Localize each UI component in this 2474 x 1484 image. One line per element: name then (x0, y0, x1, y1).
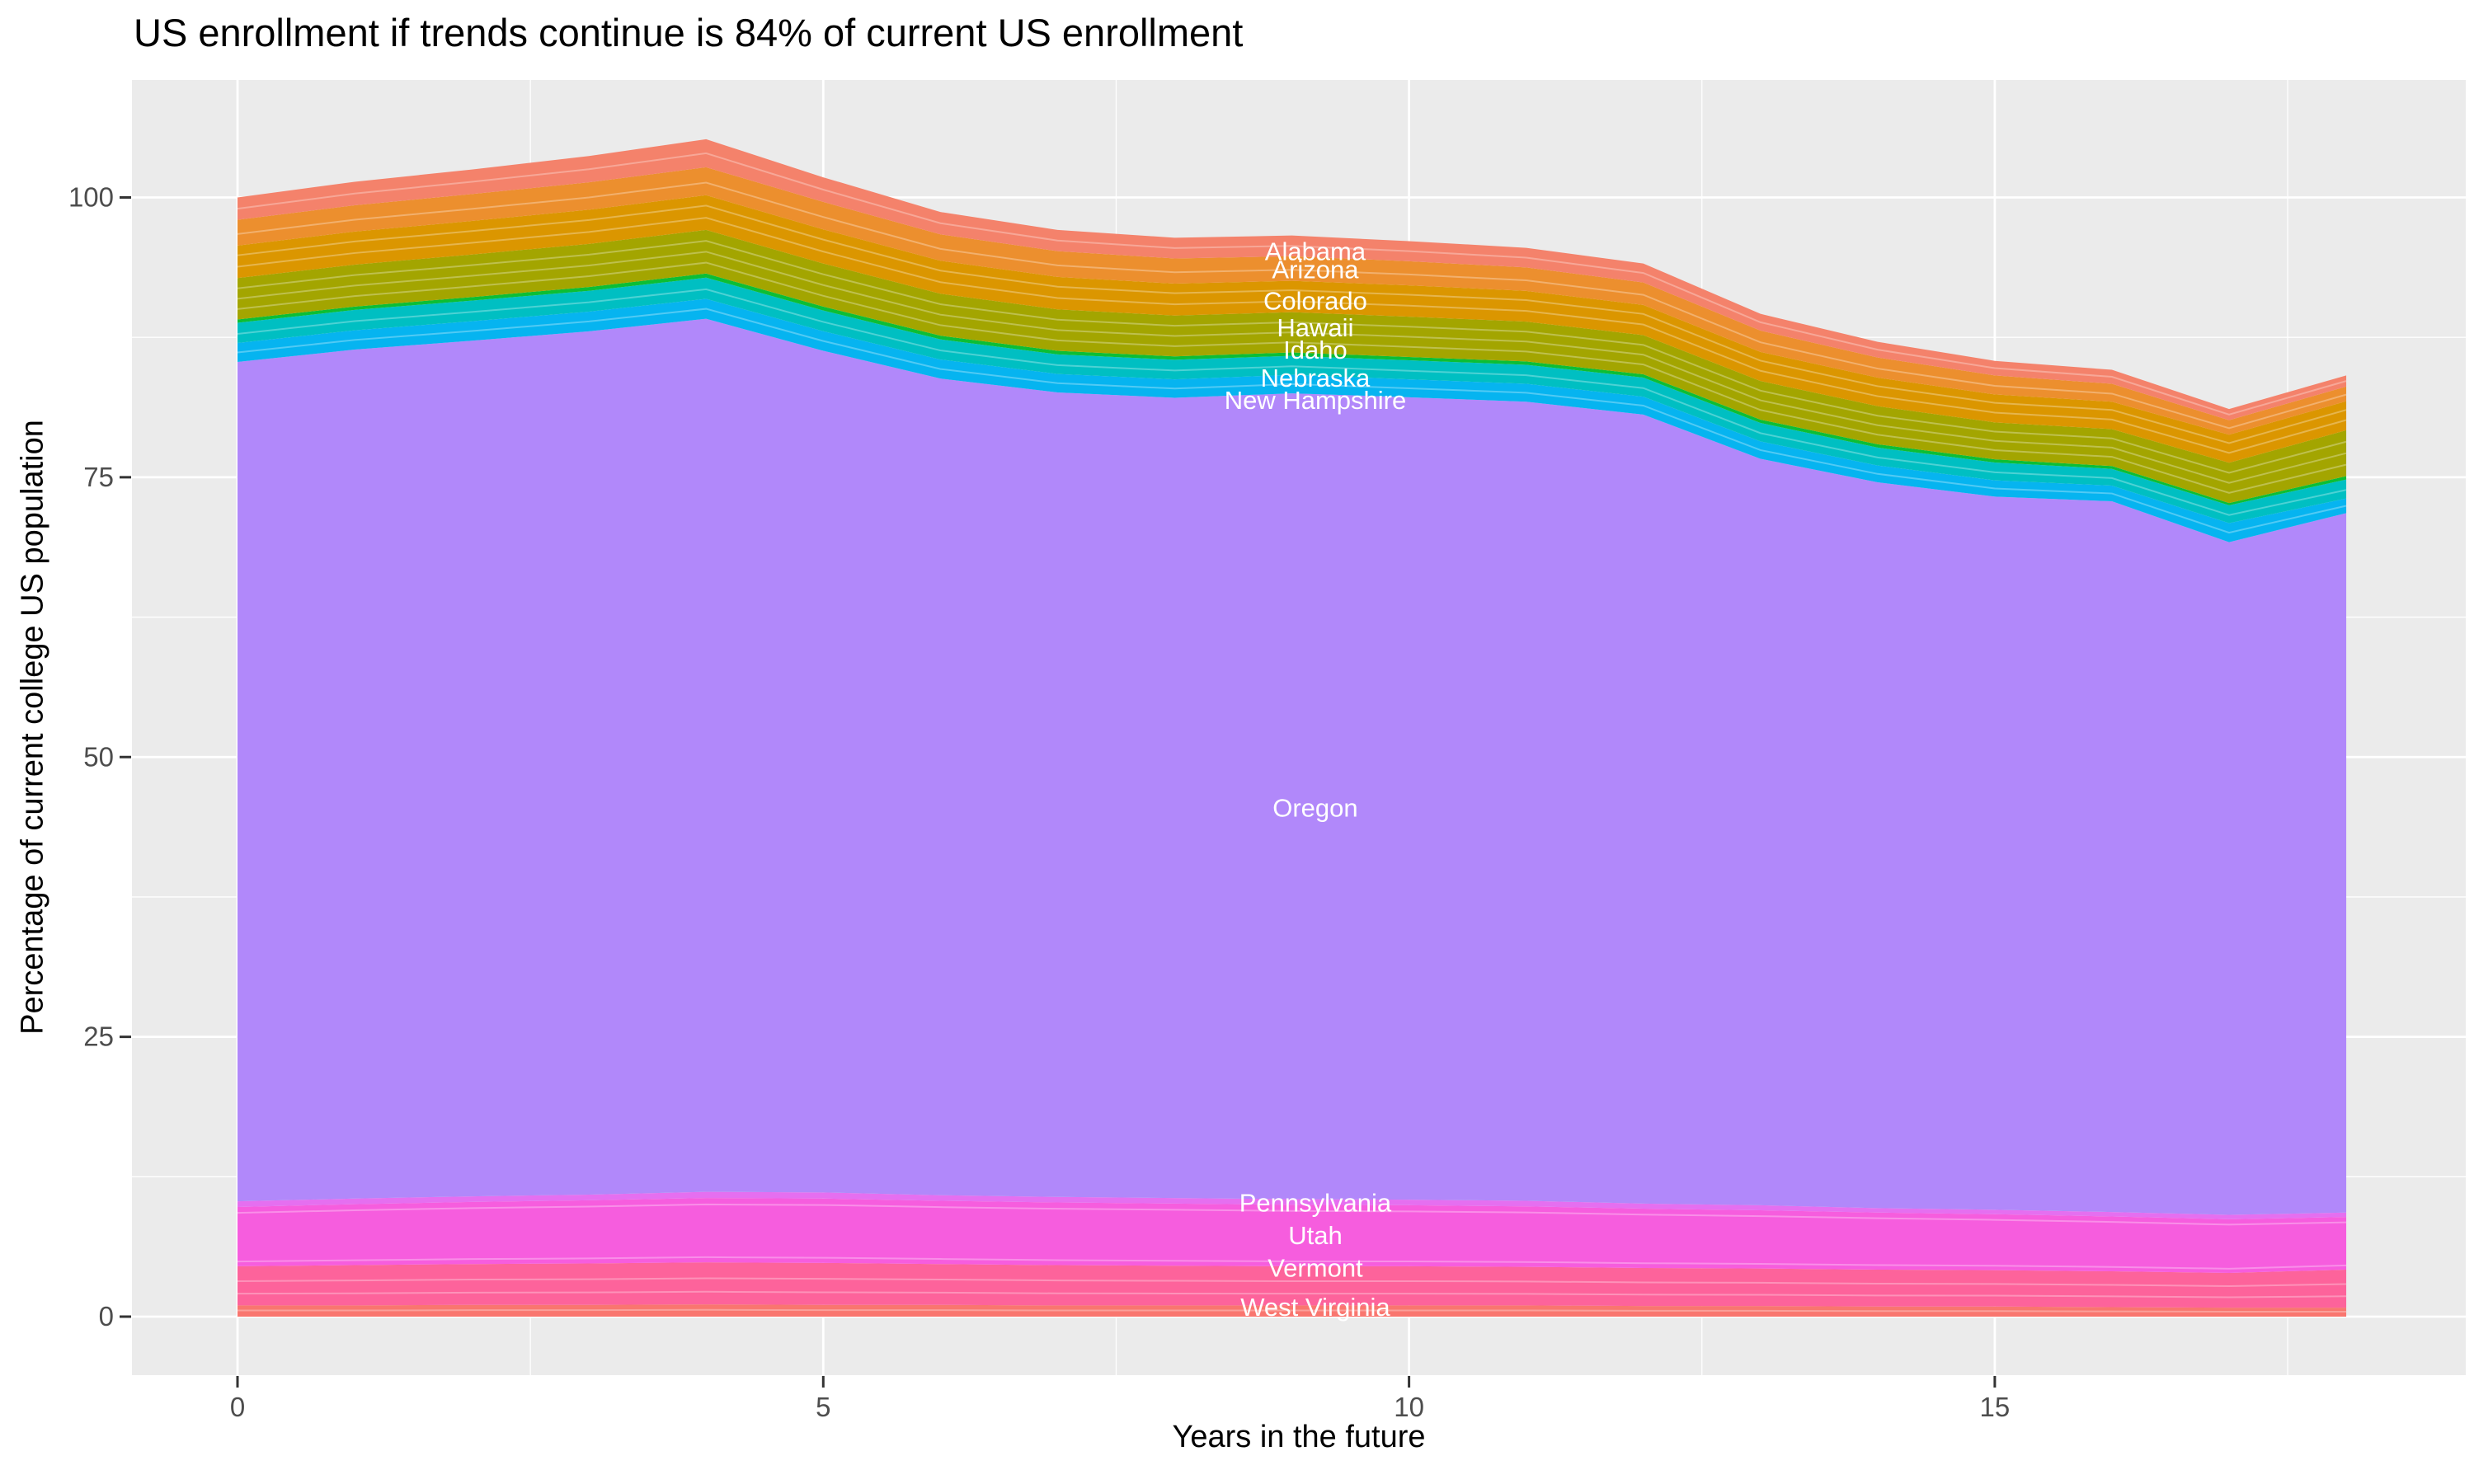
y-tick-label: 75 (83, 462, 114, 492)
band-label-oregon: Oregon (1272, 793, 1357, 822)
band-label-utah: Utah (1288, 1221, 1342, 1250)
sub-band-divider (237, 251, 2347, 484)
sub-band-divider (237, 240, 2347, 474)
area-band-hawaii (238, 229, 2347, 504)
band-label-pennsylvania: Pennsylvania (1239, 1189, 1392, 1218)
sub-band-divider (237, 1290, 2347, 1298)
area-band-arizona (238, 167, 2347, 435)
area-band-new-hampshire (238, 298, 2347, 542)
sub-band-divider (237, 261, 2347, 494)
area-band-west-virginia (238, 1304, 2347, 1317)
y-tick-label: 100 (68, 182, 114, 213)
y-tick-label: 25 (83, 1021, 114, 1052)
band-label-west-virginia: West Virginia (1240, 1293, 1390, 1322)
area-band-vermont (238, 1262, 2347, 1308)
x-tick-label: 5 (816, 1392, 830, 1422)
sub-band-divider (237, 288, 2347, 516)
x-axis-title: Years in the future (1172, 1420, 1426, 1454)
sub-band-divider (237, 204, 2347, 444)
band-label-new-hampshire: New Hampshire (1225, 386, 1407, 415)
sub-band-divider (237, 181, 2347, 430)
chart-title: US enrollment if trends continue is 84% … (134, 11, 1244, 54)
sub-band-divider (237, 152, 2347, 416)
sub-band-divider (237, 1277, 2347, 1288)
band-label-nebraska: Nebraska (1261, 364, 1371, 392)
sub-band-divider (237, 1203, 2347, 1226)
band-label-vermont: Vermont (1268, 1253, 1363, 1282)
area-band-utah (238, 1198, 2347, 1274)
sub-band-divider (237, 217, 2347, 454)
band-label-colorado: Colorado (1263, 286, 1367, 315)
y-axis-title: Percentage of current college US populat… (15, 420, 50, 1035)
sub-band-divider (237, 308, 2347, 534)
y-tick-label: 0 (99, 1301, 114, 1331)
band-label-arizona: Arizona (1272, 255, 1359, 284)
area-band-oregon (238, 318, 2347, 1215)
band-label-idaho: Idaho (1283, 336, 1348, 364)
sub-band-divider (238, 1308, 2347, 1313)
area-band-pennsylvania (238, 1191, 2347, 1219)
x-tick-label: 10 (1394, 1392, 1424, 1422)
y-tick-label: 50 (83, 741, 114, 772)
sub-band-divider (237, 1256, 2347, 1270)
band-label-alabama: Alabama (1265, 237, 1366, 266)
band-label-hawaii: Hawaii (1277, 313, 1353, 342)
x-tick-label: 0 (230, 1392, 245, 1422)
x-tick-label: 15 (1980, 1392, 2011, 1422)
